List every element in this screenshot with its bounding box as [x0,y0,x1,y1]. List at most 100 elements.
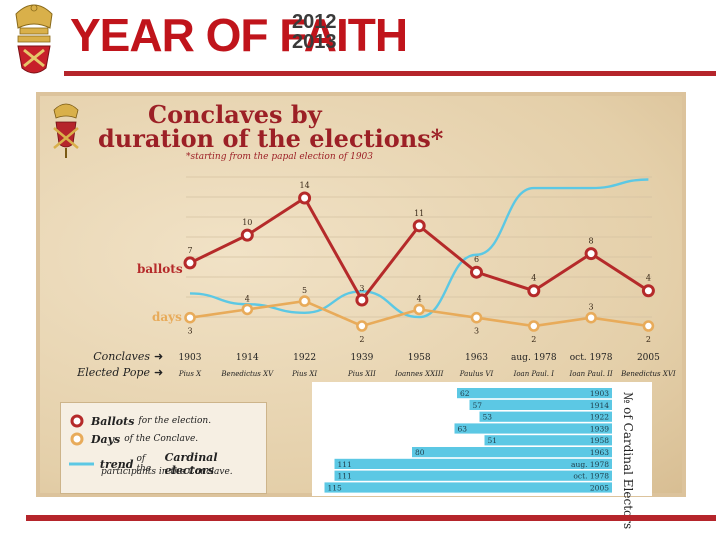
bar-value-label: 63 [458,424,468,433]
bar-value-label: 111 [338,460,352,469]
x-tick-label: oct. 1978 [570,353,613,363]
pope-label: Pius XI [291,370,317,378]
days-point [585,311,597,324]
pope-label: Pius XII [347,370,376,378]
ballots-point [527,284,541,298]
pope-label: Ioan Paul. II [569,370,613,378]
days-value-label: 4 [245,294,250,303]
ballots-value-label: 14 [300,181,310,190]
footer-divider [26,515,716,521]
days-point [642,320,655,332]
legend-item-trend: trend of the Cardinal electors [69,451,266,477]
days-point [298,295,311,307]
header-divider [64,71,716,76]
ballots-point [298,191,312,205]
legend-days-label: Days [91,432,121,446]
bar-year-label: 1958 [590,436,609,445]
bar-chart-title: № of Cardinal Electors [621,392,635,529]
bar-year-label: aug. 1978 [571,460,609,469]
legend-trend-sub: participants in the Conclave. [101,467,233,477]
x-tick-label: 1958 [408,353,431,363]
electors-bar [479,411,612,422]
x-tick-label: 1939 [350,353,373,363]
bar-value-label: 53 [483,413,493,422]
year-end: 2013 [292,31,337,53]
ballots-point [412,219,426,233]
days-value-label: 5 [302,286,307,295]
legend-trend-mid: of the [136,454,152,474]
pope-label: Pius X [178,370,202,378]
ballots-value-label: 4 [531,274,536,283]
days-series-label: days [152,310,182,324]
pope-label: Benedictus XVI [620,370,676,378]
days-point [356,320,368,332]
ballots-point [240,228,254,242]
title-years: 2012 2013 [292,12,337,52]
electors-bar [454,423,612,434]
chart-subtitle: duration of the elections* [98,124,444,153]
x-tick-label: 1903 [179,353,202,363]
days-point [241,303,254,316]
days-point [184,311,196,324]
legend-trend-label: trend [99,457,134,471]
page-title: YEAR OF FAITH [70,9,408,61]
legend-days-desc: of the Conclave. [124,434,199,444]
row-label-elected-pope: Elected Pope [76,366,150,379]
electors-bar [457,388,612,399]
ballots-value-label: 8 [589,237,594,246]
x-tick-label: 1914 [236,353,259,363]
ballots-value-label: 10 [242,218,252,227]
ballots-point [470,265,483,279]
days-value-label: 2 [646,335,651,344]
trend-line-icon [69,462,94,466]
pope-label: Ioan Paul. I [513,370,555,378]
electors-bar [484,435,612,446]
ballots-point [183,256,197,270]
bar-value-label: 111 [338,472,352,481]
bar-year-label: 1914 [590,401,609,410]
bar-value-label: 80 [415,448,425,457]
x-tick-label: 1922 [293,353,316,363]
pope-label: Benedictus XV [220,370,274,378]
x-tick-label: 1963 [465,353,488,363]
legend-ballots-desc: for the election. [138,416,212,426]
arrow-icon: ➜ [154,350,163,363]
ballots-series-label: ballots [137,262,183,276]
electors-bar [334,458,612,469]
legend-item-ballots: Ballots for the election. [69,413,211,429]
arrow-icon: ➜ [154,366,163,379]
chart-title: Conclaves by [148,100,322,129]
ballots-value-label: 11 [414,209,424,218]
bar-value-label: 51 [488,436,498,445]
days-value-label: 2 [531,335,536,344]
electors-bar [469,399,612,410]
bar-year-label: 1922 [590,413,609,422]
bar-value-label: 115 [328,483,343,492]
bar-year-label: 1963 [590,448,609,457]
electors-bar [324,482,612,493]
ballots-point [641,284,655,298]
ballots-point [584,247,598,261]
ballots-value-label: 6 [474,255,479,264]
bar-year-label: 1939 [590,424,609,433]
x-tick-label: 2005 [637,353,660,363]
ballots-value-label: 3 [359,284,364,293]
header: YEAR OF FAITH 2012 2013 [0,0,720,84]
legend-item-days: Days of the Conclave. [69,431,198,447]
legend-trend-bold: Cardinal electors [164,451,218,477]
bar-value-label: 62 [460,389,470,398]
electors-bar [412,447,612,458]
pope-label: Ioannes XXIII [394,370,444,378]
days-point [470,311,483,324]
days-value-label: 4 [417,294,422,303]
days-value-label: 3 [474,327,479,336]
legend-ballots-label: Ballots [91,414,135,428]
year-start: 2012 [292,11,337,33]
legend: Ballots for the election. Days of the Co… [60,402,267,494]
ballots-point [355,293,369,307]
days-point [413,303,426,316]
bar-year-label: 1903 [590,389,609,398]
ballots-value-label: 7 [187,246,192,255]
ballots-marker-icon [70,414,84,428]
